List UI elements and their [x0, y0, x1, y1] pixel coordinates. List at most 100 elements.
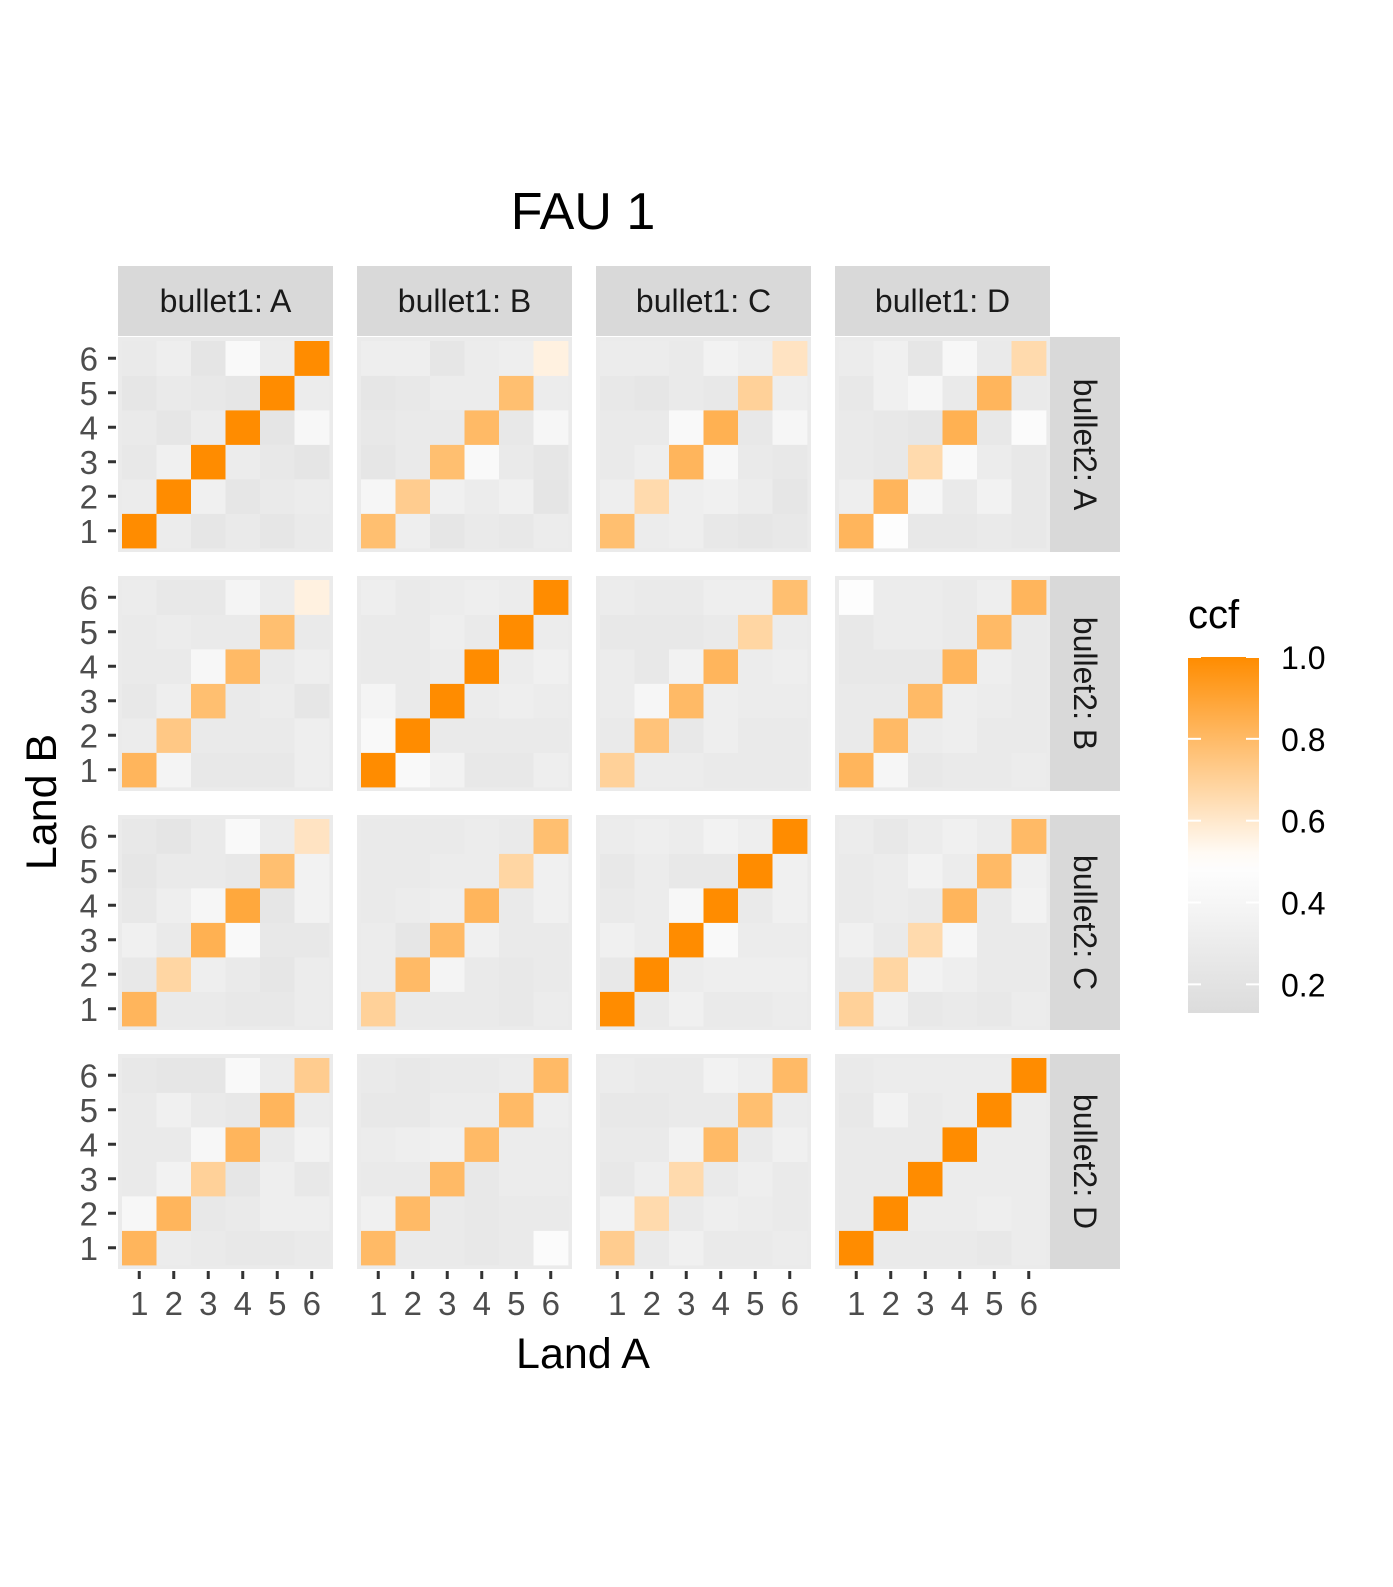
heatmap-cell [1011, 1230, 1047, 1266]
heatmap-cell [395, 888, 431, 923]
heatmap-cell [634, 649, 670, 684]
heatmap-cell [464, 1127, 500, 1162]
heatmap-cell [533, 1230, 569, 1266]
heatmap-cell [703, 341, 739, 376]
heatmap-cell [600, 888, 635, 923]
heatmap-cell [908, 991, 943, 1027]
heatmap-cell [942, 1058, 978, 1093]
heatmap-cell [225, 957, 261, 992]
heatmap-cell [1011, 375, 1047, 411]
heatmap-cell [634, 479, 670, 514]
heatmap-cell [703, 1196, 739, 1231]
heatmap-cell [977, 1196, 1012, 1231]
row-strip [1050, 576, 1120, 791]
heatmap-cell [361, 752, 396, 788]
x-tick-label: 3 [199, 1285, 217, 1322]
heatmap-cell [738, 341, 773, 376]
heatmap-cell [122, 444, 157, 480]
heatmap-cell [839, 1127, 874, 1162]
heatmap-cell [873, 444, 909, 480]
heatmap-cell [260, 1196, 295, 1231]
heatmap-cell [499, 1092, 534, 1128]
heatmap-cell [122, 752, 157, 788]
y-tick-label: 6 [80, 1057, 98, 1094]
heatmap-cell [191, 991, 226, 1027]
heatmap-cell [225, 991, 261, 1027]
heatmap-cell [977, 341, 1012, 376]
heatmap-cell [839, 341, 874, 376]
heatmap-cell [533, 957, 569, 992]
heatmap-cell [156, 957, 192, 992]
heatmap-cell [294, 819, 330, 854]
heatmap-cell [191, 375, 226, 411]
heatmap-cell [294, 580, 330, 615]
heatmap-cell [738, 1127, 773, 1162]
heatmap-cell [395, 1230, 431, 1266]
heatmap-cell [669, 410, 704, 445]
legend-colorbar [1188, 657, 1259, 1013]
heatmap-cell [1011, 1127, 1047, 1162]
heatmap-cell [294, 649, 330, 684]
heatmap-cell [873, 1127, 909, 1162]
heatmap-cell [122, 1161, 157, 1197]
heatmap-cell [122, 957, 157, 992]
heatmap-cell [499, 683, 534, 719]
x-tick-label: 1 [608, 1285, 626, 1322]
heatmap-cell [430, 479, 465, 514]
heatmap-cell [533, 1161, 569, 1197]
heatmap-cell [191, 718, 226, 753]
heatmap-cell [839, 922, 874, 958]
heatmap-cell [191, 444, 226, 480]
x-tick-label: 4 [712, 1285, 730, 1322]
heatmap-cell [156, 479, 192, 514]
heatmap-cell [1011, 410, 1047, 445]
heatmap-cell [908, 513, 943, 549]
heatmap-cell [499, 853, 534, 889]
heatmap-cell [499, 1127, 534, 1162]
x-tick-label: 4 [951, 1285, 969, 1322]
heatmap-cell [977, 1161, 1012, 1197]
heatmap-cell [156, 444, 192, 480]
heatmap-cell [191, 752, 226, 788]
heatmap-cell [942, 752, 978, 788]
heatmap-cell [669, 1196, 704, 1231]
heatmap-cell [839, 1161, 874, 1197]
heatmap-cell [361, 1092, 396, 1128]
heatmap-cell [738, 1196, 773, 1231]
heatmap-cell [191, 1058, 226, 1093]
y-tick-label: 6 [80, 579, 98, 616]
heatmap-cell [977, 888, 1012, 923]
heatmap-cell [156, 1230, 192, 1266]
x-tick-label: 2 [165, 1285, 183, 1322]
heatmap-cell [634, 683, 670, 719]
heatmap-cell [395, 444, 431, 480]
heatmap-cell [839, 718, 874, 753]
heatmap-cell [873, 1058, 909, 1093]
heatmap-cell [634, 888, 670, 923]
y-tick-label: 4 [80, 648, 98, 685]
heatmap-cell [464, 853, 500, 889]
x-tick-label: 3 [438, 1285, 456, 1322]
heatmap-cell [122, 888, 157, 923]
x-tick-label: 5 [985, 1285, 1003, 1322]
y-tick-label: 4 [80, 1126, 98, 1163]
heatmap-cell [839, 1230, 874, 1266]
y-axis-title: Land B [18, 734, 66, 870]
heatmap-cell [634, 1092, 670, 1128]
heatmap-cell [361, 1161, 396, 1197]
heatmap-cell [499, 752, 534, 788]
heatmap-cell [361, 922, 396, 958]
heatmap-cell [942, 1196, 978, 1231]
heatmap-cell [839, 580, 874, 615]
heatmap-cell [533, 649, 569, 684]
heatmap-cell [669, 991, 704, 1027]
heatmap-cell [430, 853, 465, 889]
heatmap-cell [839, 444, 874, 480]
x-tick-label: 2 [643, 1285, 661, 1322]
y-tick-label: 1 [80, 1230, 98, 1267]
heatmap-cell [464, 580, 500, 615]
heatmap-cell [294, 853, 330, 889]
x-tick-label: 3 [916, 1285, 934, 1322]
heatmap-cell [122, 1092, 157, 1128]
heatmap-cell [1011, 991, 1047, 1027]
